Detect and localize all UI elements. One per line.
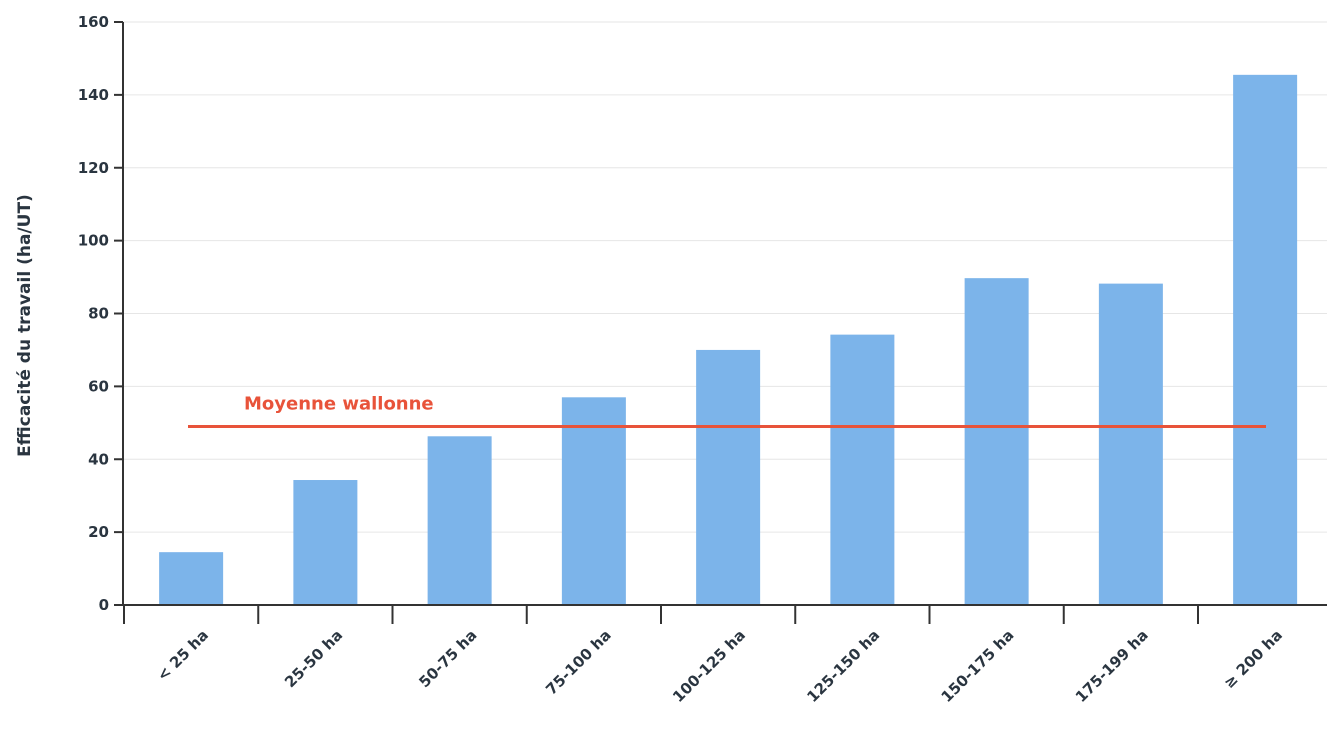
reference-line-group: Moyenne wallonne: [188, 393, 1266, 428]
x-tick-label: 75-100 ha: [542, 626, 614, 698]
y-tick-label: 160: [78, 13, 109, 31]
bar: [830, 334, 895, 605]
reference-line-label: Moyenne wallonne: [244, 393, 434, 414]
y-tick-label: 20: [88, 523, 109, 541]
x-tick-label: 125-150 ha: [803, 626, 883, 706]
x-tick-label: 150-175 ha: [938, 626, 1018, 706]
x-tick-label: ≥ 200 ha: [1220, 626, 1286, 692]
y-tick-label: 120: [78, 159, 109, 177]
x-tick-label: 25-50 ha: [281, 626, 346, 691]
y-ticks: 0 20 40 60 80 100 120 140 160: [78, 13, 123, 614]
bars: [159, 74, 1298, 606]
y-tick-label: 140: [78, 86, 109, 104]
y-tick-label: 40: [88, 450, 109, 468]
bar: [696, 349, 761, 605]
bar: [1098, 283, 1163, 605]
bar: [1233, 74, 1298, 606]
x-tick-label: 100-125 ha: [669, 626, 749, 706]
x-tick-label: 175-199 ha: [1072, 626, 1152, 706]
bar: [293, 480, 358, 605]
y-tick-label: 80: [88, 305, 109, 323]
bar: [964, 278, 1029, 605]
x-ticks: < 25 ha 25-50 ha 50-75 ha 75-100 ha 100-125 …: [123, 605, 1286, 706]
x-tick-label: < 25 ha: [153, 626, 211, 684]
x-tick-label: 50-75 ha: [415, 626, 480, 691]
bar: [159, 552, 224, 605]
bar: [561, 397, 626, 605]
y-tick-label: 60: [88, 377, 109, 395]
y-axis-title: Efficacité du travail (ha/UT): [15, 194, 35, 457]
y-tick-label: 0: [99, 596, 109, 614]
bar: [427, 436, 492, 605]
y-tick-label: 100: [78, 232, 109, 250]
